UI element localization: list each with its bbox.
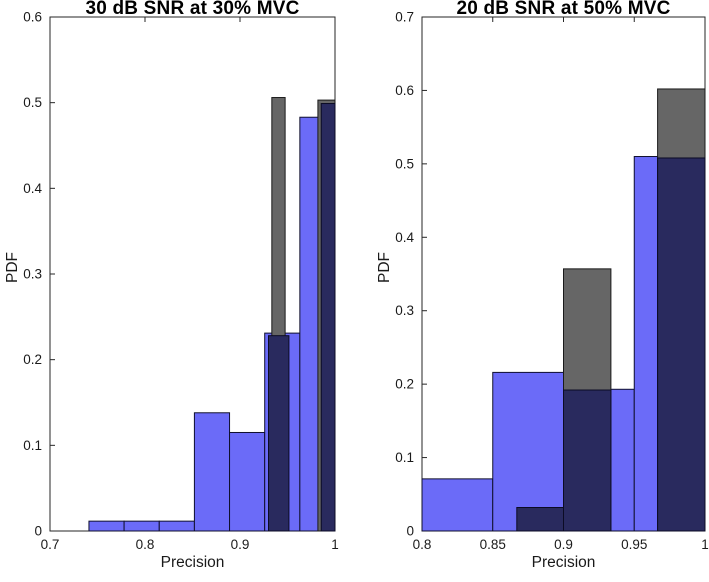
y-tick-label: 0.5 (23, 95, 42, 110)
y-tick-label: 0.3 (23, 267, 42, 282)
plot1-xlabel: Precision (160, 554, 225, 571)
plot-1: 0.7 0.8 0.9 1 0 0.1 0.2 0.3 0.4 0.5 0.6 (23, 10, 339, 553)
light-blue-histogram-bar (229, 431, 266, 532)
y-tick-label: 0.1 (23, 438, 42, 453)
y-tick-label: 0.2 (395, 377, 414, 392)
light-blue-histogram-bar (88, 520, 125, 532)
plot1-title: 30 dB SNR at 30% MVC (85, 0, 300, 19)
x-tick-label: 0.9 (231, 537, 250, 552)
y-tick-label: 0 (34, 524, 42, 539)
light-blue-histogram-bar (158, 520, 195, 532)
y-tick-label: 0.2 (23, 352, 42, 367)
y-tick-label: 0.6 (395, 83, 414, 98)
light-blue-histogram-bar (123, 520, 160, 532)
x-tick-label: 0.95 (621, 537, 647, 552)
light-blue-histogram-bar (492, 371, 564, 532)
plot2-title: 20 dB SNR at 50% MVC (456, 0, 671, 19)
x-tick-label: 0.7 (41, 537, 60, 552)
y-tick-label: 0 (406, 524, 414, 539)
x-tick-label: 0.8 (413, 537, 432, 552)
light-blue-histogram-bar (193, 412, 231, 532)
x-tick-label: 1 (331, 537, 339, 552)
dark-navy-histogram-bar (268, 335, 290, 532)
plot2-xlabel: Precision (531, 554, 596, 571)
y-tick-label: 0.4 (23, 181, 42, 196)
y-tick-label: 0.5 (395, 156, 414, 171)
x-tick-label: 1 (701, 537, 709, 552)
y-tick-label: 0.1 (395, 450, 414, 465)
x-tick-label: 0.9 (554, 537, 573, 552)
y-tick-label: 0.4 (395, 230, 414, 245)
y-tick-label: 0.3 (395, 303, 414, 318)
plot1-ylabel: PDF (4, 252, 21, 283)
x-tick-label: 0.85 (480, 537, 506, 552)
light-blue-histogram-bar (421, 478, 494, 532)
dark-navy-histogram-bar (320, 103, 336, 532)
dark-navy-histogram-bar (563, 389, 612, 532)
y-tick-label: 0.7 (395, 10, 414, 25)
dark-navy-histogram-bar (657, 157, 706, 532)
y-tick-label: 0.6 (23, 10, 42, 25)
dark-navy-histogram-bar (516, 507, 564, 532)
x-tick-label: 0.8 (136, 537, 155, 552)
plot-2: 0.8 0.85 0.9 0.95 1 0 0.1 0.2 0.3 0.4 0.5 0.6 0.7 (395, 10, 709, 553)
plot2-ylabel: PDF (376, 252, 393, 283)
